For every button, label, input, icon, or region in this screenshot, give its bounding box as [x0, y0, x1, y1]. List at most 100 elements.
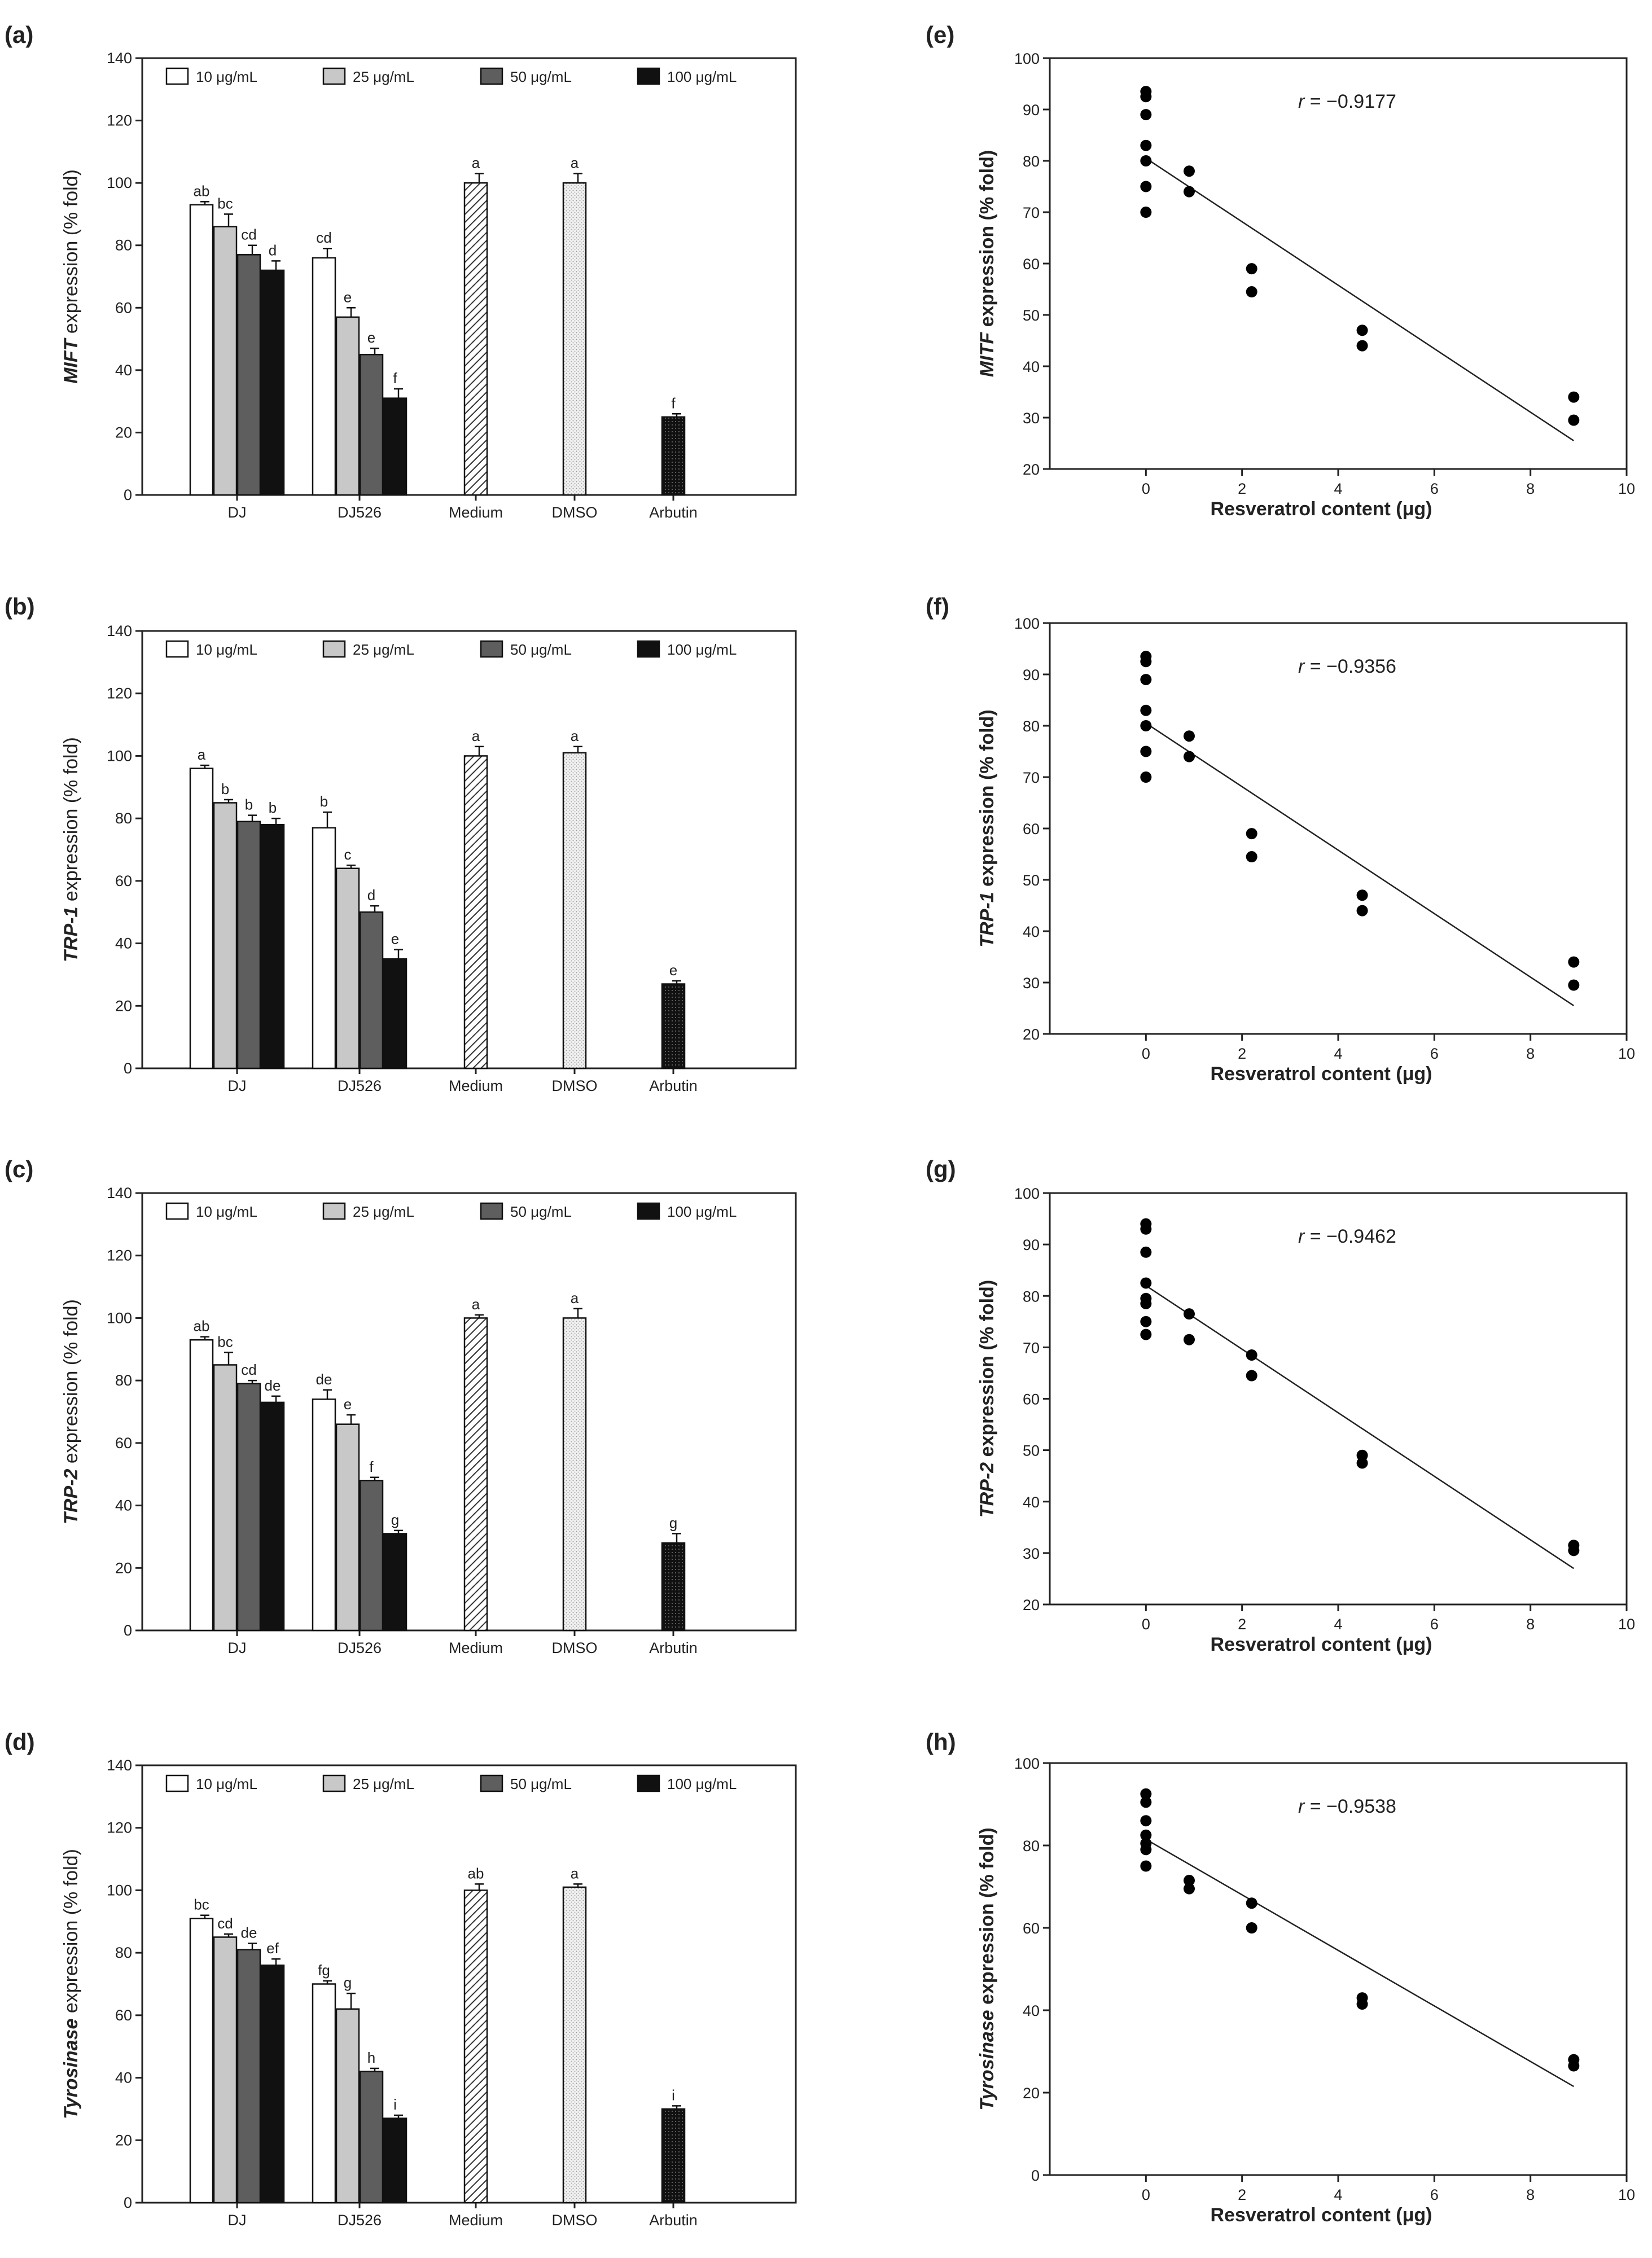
bar [236, 254, 261, 496]
y-tick-label: 20 [1023, 1597, 1040, 1614]
x-category-label: DMSO [552, 1639, 598, 1656]
regression-line [1145, 157, 1575, 441]
legend-swatch [322, 1202, 346, 1220]
data-point [1140, 1829, 1152, 1841]
x-tick-label: 10 [1618, 480, 1635, 497]
correlation-label: r = −0.9177 [1298, 91, 1396, 112]
y-tick-label: 80 [1023, 718, 1040, 735]
data-point [1183, 165, 1195, 177]
x-axis-label: Resveratrol content (μg) [1211, 1063, 1432, 1085]
y-tick-label: 20 [115, 424, 132, 441]
significance-label: de [265, 1377, 281, 1394]
y-tick-label: 100 [1014, 615, 1040, 632]
data-point [1356, 905, 1368, 917]
y-tick-label: 40 [115, 362, 132, 379]
y-tick-label: 20 [115, 1559, 132, 1576]
legend-label: 25 μg/mL [353, 1203, 414, 1220]
data-point [1246, 1349, 1257, 1361]
y-tick-label: 0 [1031, 2167, 1040, 2184]
y-tick-label: 80 [115, 237, 132, 254]
data-point [1140, 207, 1152, 218]
y-axis-label-gene: MIFT [60, 337, 82, 384]
bar [359, 1480, 384, 1632]
significance-label: f [671, 394, 676, 411]
x-category-label: Arbutin [649, 2212, 698, 2229]
significance-label: a [198, 746, 206, 763]
correlation-value: = −0.9356 [1304, 656, 1396, 677]
legend-label: 100 μg/mL [667, 1203, 737, 1220]
significance-label: e [391, 931, 399, 948]
significance-label: g [344, 1974, 352, 1991]
plot-frame [1049, 622, 1628, 1035]
y-tick-label: 90 [1023, 102, 1040, 119]
bar [383, 2117, 407, 2204]
x-tick-label: 2 [1238, 1616, 1246, 1633]
regression-line [1145, 722, 1575, 1006]
bar [335, 867, 360, 1069]
y-tick-label: 60 [1023, 1920, 1040, 1937]
y-tick-label: 120 [107, 112, 132, 129]
y-tick-label: 40 [1023, 2002, 1040, 2019]
significance-label: g [669, 1514, 677, 1531]
significance-label: a [472, 727, 480, 744]
y-axis-label-rest: expression (% fold) [976, 709, 998, 892]
legend-label: 25 μg/mL [353, 68, 414, 85]
data-point [1246, 286, 1257, 298]
y-tick-label: 40 [115, 935, 132, 952]
data-point [1183, 1308, 1195, 1320]
y-tick-label: 140 [107, 622, 132, 639]
data-point [1568, 979, 1580, 991]
panel-label: (g) [926, 1156, 956, 1182]
x-category-label: Arbutin [649, 504, 698, 521]
legend-swatch [165, 1202, 189, 1220]
bar [312, 1398, 336, 1632]
data-point [1356, 325, 1368, 336]
bar-chart-a: (a) 0 20 40 60 80 100 120 140 MIFT expression (% … [5, 21, 797, 521]
legend-swatch [480, 67, 503, 85]
significance-label: a [571, 155, 579, 172]
plot-frame [1049, 1192, 1628, 1606]
bar [312, 827, 336, 1069]
bar [661, 983, 686, 1069]
y-axis-label-rest: expression (% fold) [976, 1827, 998, 2010]
bar [463, 1317, 488, 1632]
bar [562, 752, 587, 1069]
y-tick-label: 0 [124, 1060, 132, 1077]
bar [335, 1423, 360, 1632]
bar [189, 204, 214, 496]
y-tick-label: 40 [115, 1497, 132, 1514]
significance-label: b [245, 796, 253, 813]
significance-label: bc [194, 1896, 209, 1913]
significance-label: e [344, 1396, 352, 1413]
y-axis-label-gene: TRP-1 [976, 892, 998, 947]
bar [661, 416, 686, 496]
x-category-label: DJ [228, 1077, 247, 1094]
y-tick-label: 80 [1023, 1288, 1040, 1305]
data-point [1183, 730, 1195, 742]
x-tick-label: 4 [1334, 1616, 1342, 1633]
data-point [1568, 2060, 1580, 2072]
bar [661, 1542, 686, 1632]
significance-label: a [472, 155, 480, 172]
y-tick-label: 60 [1023, 1391, 1040, 1408]
x-category-label: DMSO [552, 1077, 598, 1094]
y-tick-label: 0 [124, 1622, 132, 1639]
y-tick-label: 50 [1023, 307, 1040, 324]
legend-swatch [637, 1202, 660, 1220]
y-tick-label: 90 [1023, 1237, 1040, 1253]
data-point [1246, 263, 1257, 275]
bar [260, 823, 285, 1069]
y-tick-label: 90 [1023, 667, 1040, 683]
x-tick-label: 6 [1430, 480, 1439, 497]
y-axis-label: MIFT expression (% fold) [60, 169, 82, 384]
significance-label: cd [241, 226, 256, 243]
y-tick-label: 120 [107, 1247, 132, 1264]
y-axis-label-rest: expression (% fold) [60, 1849, 82, 2018]
bar [383, 1533, 407, 1632]
x-category-label: DJ526 [338, 2212, 382, 2229]
legend-swatch [480, 640, 503, 658]
data-point [1140, 674, 1152, 686]
bar [463, 182, 488, 496]
significance-label: g [391, 1511, 399, 1528]
plot-frame [1049, 57, 1628, 470]
